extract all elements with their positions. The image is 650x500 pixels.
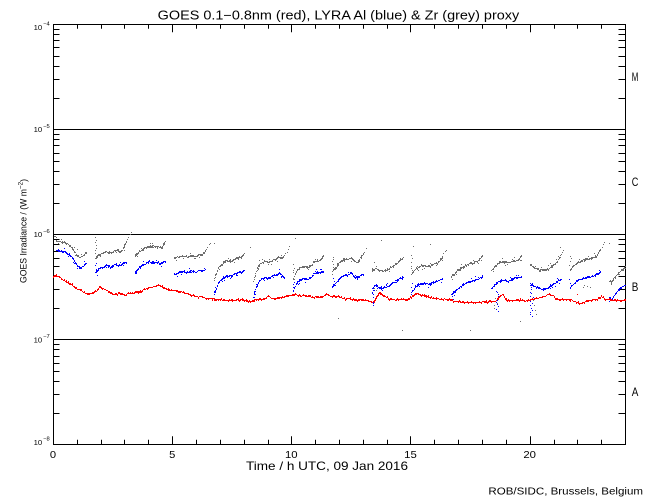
svg-text:GOES 0.1−0.8nm (red), LYRA Al: GOES 0.1−0.8nm (red), LYRA Al (blue) & Z…	[158, 9, 520, 23]
svg-text:10: 10	[34, 125, 43, 134]
svg-text:−4: −4	[43, 22, 50, 28]
svg-text:−7: −7	[43, 334, 50, 340]
svg-text:−6: −6	[43, 229, 50, 235]
svg-text:A: A	[632, 387, 639, 399]
svg-text:10: 10	[34, 23, 43, 32]
svg-text:0: 0	[50, 449, 56, 461]
svg-text:10: 10	[285, 449, 298, 461]
svg-text:20: 20	[523, 449, 536, 461]
svg-text:Time / h UTC, 09 Jan 2016: Time / h UTC, 09 Jan 2016	[246, 460, 408, 473]
svg-text:−5: −5	[43, 124, 50, 130]
svg-text:C: C	[632, 177, 639, 189]
svg-text:10: 10	[34, 335, 43, 344]
svg-text:M: M	[632, 72, 639, 84]
svg-text:B: B	[632, 282, 639, 294]
svg-text:GOES Irradiance / (W m−2): GOES Irradiance / (W m−2)	[18, 179, 29, 283]
svg-text:5: 5	[169, 449, 175, 461]
svg-text:−8: −8	[43, 437, 50, 443]
svg-text:10: 10	[34, 230, 43, 239]
svg-text:ROB/SIDC, Brussels, Belgium: ROB/SIDC, Brussels, Belgium	[488, 486, 643, 497]
svg-text:15: 15	[404, 449, 417, 461]
svg-text:10: 10	[34, 438, 43, 447]
